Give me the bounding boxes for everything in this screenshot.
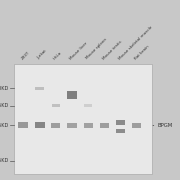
Bar	[132, 123, 141, 128]
Bar	[84, 123, 93, 128]
Text: 25KD: 25KD	[0, 123, 9, 128]
Bar	[52, 104, 60, 107]
Text: Mouse testis: Mouse testis	[102, 39, 123, 60]
Bar	[35, 87, 44, 90]
Text: 293T: 293T	[21, 50, 31, 60]
Text: BPGM: BPGM	[158, 123, 173, 128]
Text: Mouse spleen: Mouse spleen	[85, 38, 108, 60]
Bar	[67, 91, 77, 99]
Bar	[100, 123, 109, 128]
Text: HeLa: HeLa	[53, 50, 63, 60]
Bar	[18, 122, 28, 128]
Text: Mouse skeletal muscle: Mouse skeletal muscle	[118, 25, 153, 60]
Bar	[51, 123, 60, 128]
Text: Jurkat: Jurkat	[37, 49, 48, 60]
Text: Rat brain: Rat brain	[134, 44, 150, 60]
Text: Mouse liver: Mouse liver	[69, 41, 89, 60]
Text: 15KD: 15KD	[0, 158, 9, 163]
Bar	[116, 129, 125, 133]
Text: 35KD: 35KD	[0, 103, 9, 108]
Bar	[116, 120, 125, 125]
Text: 40KD: 40KD	[0, 86, 9, 91]
Bar	[35, 122, 45, 128]
Bar	[84, 104, 92, 107]
Bar	[67, 123, 77, 128]
Bar	[14, 64, 152, 174]
